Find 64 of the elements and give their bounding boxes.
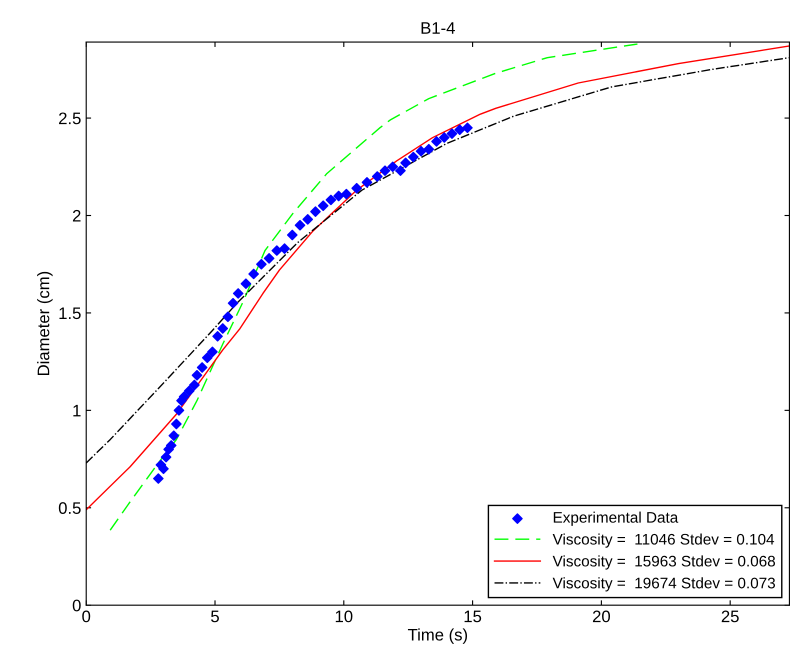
point xyxy=(400,158,411,168)
x-tick-label: 5 xyxy=(211,610,219,622)
point xyxy=(333,190,344,202)
point xyxy=(326,194,336,206)
point xyxy=(362,177,372,188)
x-tick-label: 20 xyxy=(592,610,610,622)
point xyxy=(240,278,252,290)
y-tick-label: 2 xyxy=(72,210,81,222)
point xyxy=(294,220,306,231)
point xyxy=(264,253,274,264)
point xyxy=(462,122,473,134)
point xyxy=(380,165,390,176)
point xyxy=(189,380,200,390)
point xyxy=(446,128,458,139)
y-tick-label: 1.5 xyxy=(59,308,81,320)
y-tick-label: 2.5 xyxy=(59,112,81,124)
point xyxy=(272,245,282,256)
legend-label: Experimental Data xyxy=(554,512,678,526)
legend-label: Viscosity = 15963 Stdev = 0.068 xyxy=(552,555,776,570)
y-tick-label: 0 xyxy=(72,600,81,612)
point xyxy=(408,152,419,162)
point xyxy=(212,331,223,342)
chart-title: B1-4 xyxy=(422,22,455,34)
point xyxy=(438,132,450,143)
point xyxy=(196,362,208,373)
point xyxy=(184,386,195,396)
y-axis-title: Diameter (cm) xyxy=(37,272,53,376)
point xyxy=(341,188,352,200)
point xyxy=(387,161,398,172)
legend-label: Viscosity = 19674 Stdev = 0.073 xyxy=(552,577,776,592)
point xyxy=(160,452,172,462)
point xyxy=(153,473,164,484)
point xyxy=(248,268,259,280)
point xyxy=(256,258,267,270)
x-tick-label: 0 xyxy=(82,610,90,622)
point xyxy=(416,146,426,157)
point xyxy=(310,206,321,217)
point xyxy=(431,136,442,147)
y-tick-label: 1 xyxy=(73,404,81,416)
point xyxy=(424,144,434,155)
x-tick-label: 10 xyxy=(336,610,352,622)
point xyxy=(222,312,234,322)
point xyxy=(202,352,213,364)
point xyxy=(279,243,290,254)
point xyxy=(217,323,228,334)
point xyxy=(351,182,362,194)
point xyxy=(228,298,238,308)
point xyxy=(372,171,383,182)
point xyxy=(318,200,328,212)
x-axis-title: Time (s) xyxy=(408,628,468,644)
x-tick-label: 25 xyxy=(722,610,739,622)
point xyxy=(174,405,184,416)
y-tick-label: 0.5 xyxy=(58,502,81,514)
point xyxy=(232,288,244,299)
point xyxy=(454,124,466,136)
point xyxy=(192,370,202,381)
point xyxy=(302,214,314,225)
legend-label: Viscosity = 11046 Stdev = 0.104 xyxy=(552,533,774,548)
point xyxy=(207,346,218,358)
point xyxy=(171,418,182,430)
point xyxy=(395,165,406,176)
x-tick-label: 15 xyxy=(464,610,482,622)
point xyxy=(286,230,298,240)
point xyxy=(168,430,180,441)
